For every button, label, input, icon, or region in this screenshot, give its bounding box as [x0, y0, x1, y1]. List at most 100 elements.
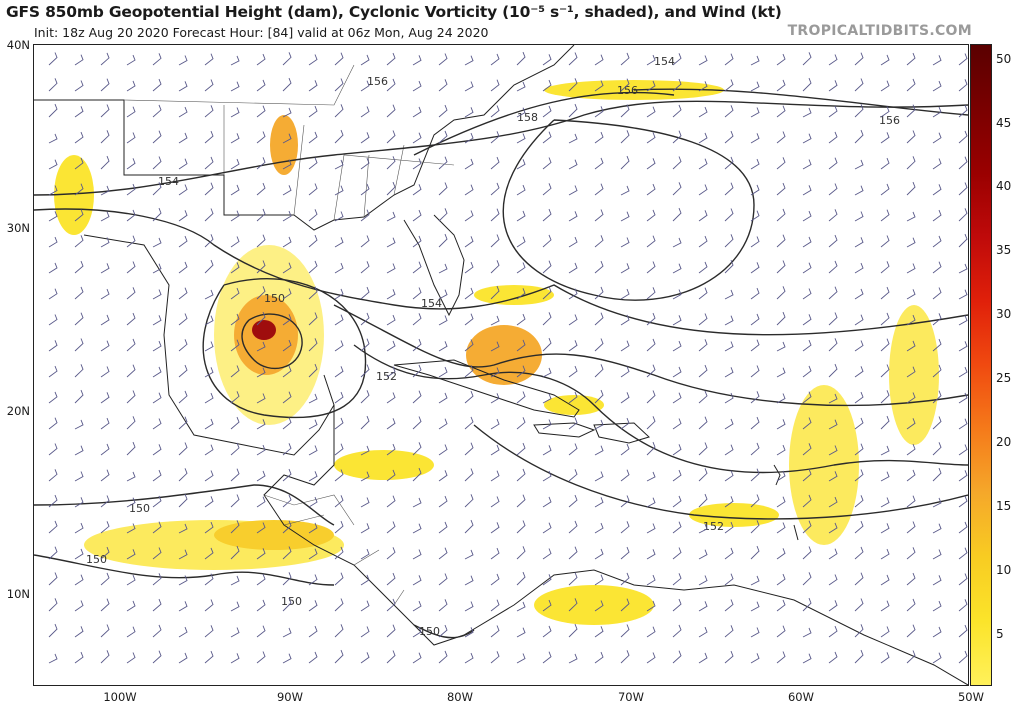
wind-barb: [74, 600, 84, 612]
wind-barb: [282, 365, 292, 378]
wind-barb: [620, 392, 630, 404]
wind-barb: [724, 470, 734, 482]
wind-barb: [74, 419, 84, 430]
wind-barb: [360, 183, 370, 196]
wind-barb: [880, 626, 890, 638]
wind-barb: [230, 365, 240, 378]
wind-barb: [230, 262, 240, 274]
wind-barb: [516, 81, 526, 92]
wind-barb: [906, 52, 916, 66]
wind-barb: [698, 468, 708, 482]
wind-barb: [230, 210, 240, 222]
wind-barb: [906, 78, 916, 92]
colorbar-label-50: 50: [996, 52, 1012, 66]
wind-barb: [230, 416, 240, 430]
wind-barb: [282, 77, 292, 92]
wind-barb: [152, 573, 162, 586]
wind-barb: [724, 208, 734, 222]
wind-barb: [412, 549, 422, 560]
wind-barb: [646, 390, 656, 404]
wind-barb: [594, 389, 604, 404]
wind-barb: [152, 315, 162, 326]
wind-barb: [932, 652, 942, 664]
wind-barb: [204, 234, 214, 248]
wind-barb: [958, 53, 968, 66]
wind-barb: [386, 289, 396, 300]
wind-barb: [620, 314, 630, 326]
wind-barb: [282, 107, 292, 118]
wind-barb: [256, 157, 266, 170]
wind-barb: [100, 521, 110, 534]
wind-barb: [932, 55, 942, 66]
wind-barb: [542, 312, 552, 326]
wind-barb: [204, 599, 214, 612]
wind-barb: [594, 364, 604, 378]
wind-barb: [256, 419, 266, 430]
wind-barb: [594, 548, 604, 560]
wind-barb: [672, 207, 682, 222]
wind-barb: [568, 623, 578, 638]
wind-barb: [802, 77, 812, 92]
wind-barb: [698, 493, 708, 508]
wind-barb: [646, 523, 656, 534]
wind-barb: [204, 392, 214, 404]
wind-barb: [100, 263, 110, 274]
map-canvas: 156 154 156 156 158 154 150 154 152 150 …: [34, 45, 968, 685]
wind-barb: [646, 80, 656, 92]
wind-barb: [438, 182, 448, 196]
wind-barb: [516, 571, 526, 586]
wind-barb: [906, 130, 916, 144]
contour-label: 154: [421, 297, 442, 310]
wind-barb: [958, 650, 968, 664]
wind-barb: [386, 314, 396, 326]
wind-barb: [438, 289, 448, 300]
wind-barb: [438, 650, 448, 664]
wind-barb: [542, 599, 552, 612]
wind-barb: [594, 183, 604, 196]
wind-barb: [724, 105, 734, 118]
wind-barb: [438, 156, 448, 170]
wind-barb: [74, 548, 84, 560]
wind-barb: [334, 159, 344, 170]
wind-barb: [724, 289, 734, 300]
wind-barb: [490, 53, 500, 66]
wind-barb: [594, 260, 604, 274]
wind-barb: [802, 133, 812, 144]
wind-barb: [230, 55, 240, 66]
wind-barb: [438, 418, 448, 430]
wind-barb: [724, 53, 734, 66]
wind-barb: [100, 288, 110, 300]
wind-barb: [594, 235, 604, 248]
wind-barb: [412, 600, 422, 612]
wind-barb: [360, 132, 370, 144]
wind-barb: [490, 418, 500, 430]
wind-barb: [672, 392, 682, 404]
wind-barb: [542, 131, 552, 144]
colorbar-label-10: 10: [996, 563, 1012, 577]
wind-barb: [906, 443, 916, 456]
wind-barb: [932, 626, 942, 638]
wind-barb: [776, 496, 786, 508]
wind-barb: [620, 417, 630, 430]
wind-barb: [126, 54, 136, 66]
wind-barb: [438, 573, 448, 586]
wind-barb: [828, 260, 838, 274]
wind-barb: [256, 286, 266, 300]
wind-barb: [776, 105, 786, 118]
wind-barb: [490, 285, 500, 300]
wind-barb: [334, 624, 344, 638]
wind-barb: [412, 626, 422, 638]
wind-barb: [516, 442, 526, 456]
wind-barb: [542, 470, 552, 482]
wind-barb: [126, 441, 136, 456]
wind-barb: [750, 494, 760, 508]
wind-barb: [776, 625, 786, 638]
wind-barb: [542, 183, 552, 196]
wind-barb: [854, 624, 864, 638]
wind-barb: [776, 131, 786, 144]
wind-barb: [438, 392, 448, 404]
wind-barb: [880, 364, 890, 378]
wind-barb: [230, 287, 240, 300]
wind-barb: [620, 155, 630, 170]
wind-barb: [282, 572, 292, 586]
